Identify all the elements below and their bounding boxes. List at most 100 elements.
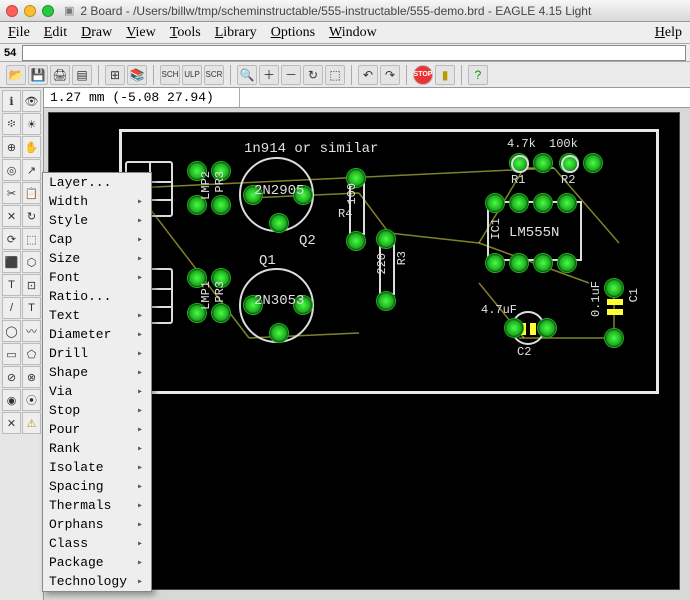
pad[interactable] [504, 318, 524, 338]
cam-icon[interactable]: ▤ [72, 65, 92, 85]
minimize-icon[interactable] [24, 5, 36, 17]
scr-icon[interactable]: SCR [204, 65, 224, 85]
info-tool[interactable]: ℹ [2, 90, 21, 112]
ctx-item-stop[interactable]: Stop▸ [43, 401, 151, 420]
pad[interactable] [211, 303, 231, 323]
via-tool[interactable]: ⊘ [2, 366, 21, 388]
ctx-item-rank[interactable]: Rank▸ [43, 439, 151, 458]
ctx-item-spacing[interactable]: Spacing▸ [43, 477, 151, 496]
poly-tool[interactable]: ⬠ [22, 343, 41, 365]
show-tool[interactable]: 👁 [22, 90, 41, 112]
rotate-tool[interactable]: ↗ [22, 159, 41, 181]
comp-r2[interactable] [561, 155, 579, 173]
ctx-item-via[interactable]: Via▸ [43, 382, 151, 401]
ctx-item-width[interactable]: Width▸ [43, 192, 151, 211]
menu-file[interactable]: File [8, 25, 30, 41]
pad[interactable] [269, 213, 289, 233]
rect-tool[interactable]: ▭ [2, 343, 21, 365]
menu-view[interactable]: View [126, 25, 156, 41]
delete-tool[interactable]: ✕ [2, 205, 21, 227]
pad[interactable] [583, 153, 603, 173]
smash-tool[interactable]: ⬡ [22, 251, 41, 273]
pad[interactable] [269, 323, 289, 343]
zoom-out-icon[interactable]: － [281, 65, 301, 85]
zoom-in-icon[interactable]: ＋ [259, 65, 279, 85]
value-tool[interactable]: ⊡ [22, 274, 41, 296]
zoom-select-icon[interactable]: ⬚ [325, 65, 345, 85]
ctx-item-orphans[interactable]: Orphans▸ [43, 515, 151, 534]
menu-edit[interactable]: Edit [44, 25, 67, 41]
pad[interactable] [557, 253, 577, 273]
sch-icon[interactable]: SCH [160, 65, 180, 85]
ctx-item-ratio[interactable]: Ratio... [43, 287, 151, 306]
ctx-item-cap[interactable]: Cap▸ [43, 230, 151, 249]
redo-icon[interactable]: ↷ [380, 65, 400, 85]
erc-tool[interactable]: ✕ [2, 412, 21, 434]
ctx-item-technology[interactable]: Technology▸ [43, 572, 151, 591]
pad[interactable] [604, 328, 624, 348]
pad[interactable] [604, 278, 624, 298]
menu-library[interactable]: Library [215, 25, 257, 41]
mark-tool[interactable]: ☀ [22, 113, 41, 135]
cut-tool[interactable]: ✂ [2, 182, 21, 204]
zoom-fit-icon[interactable]: 🔍 [237, 65, 257, 85]
wire-tool[interactable]: / [2, 297, 21, 319]
undo-icon[interactable]: ↶ [358, 65, 378, 85]
ctx-item-style[interactable]: Style▸ [43, 211, 151, 230]
ctx-item-drill[interactable]: Drill▸ [43, 344, 151, 363]
stop-icon[interactable]: STOP [413, 65, 433, 85]
ctx-item-isolate[interactable]: Isolate▸ [43, 458, 151, 477]
errors-tool[interactable]: ⚠ [22, 412, 41, 434]
display-tool[interactable]: ፨ [2, 113, 21, 135]
open-icon[interactable]: 📂 [6, 65, 26, 85]
command-input[interactable] [22, 45, 686, 61]
save-icon[interactable]: 💾 [28, 65, 48, 85]
pad[interactable] [557, 193, 577, 213]
lock-tool[interactable]: ⬛ [2, 251, 21, 273]
comp-r1[interactable] [511, 155, 529, 173]
ctx-item-size[interactable]: Size▸ [43, 249, 151, 268]
menu-tools[interactable]: Tools [170, 25, 201, 41]
menu-help[interactable]: Help [655, 25, 682, 41]
ctx-item-pour[interactable]: Pour▸ [43, 420, 151, 439]
ctx-item-diameter[interactable]: Diameter▸ [43, 325, 151, 344]
pad[interactable] [485, 193, 505, 213]
pad[interactable] [376, 229, 396, 249]
copy-tool[interactable]: ✋ [22, 136, 41, 158]
signal-tool[interactable]: ⊗ [22, 366, 41, 388]
ripup-tool[interactable]: ⦿ [22, 389, 41, 411]
ctx-item-text[interactable]: Text▸ [43, 306, 151, 325]
pad[interactable] [485, 253, 505, 273]
pad[interactable] [537, 318, 557, 338]
menu-options[interactable]: Options [271, 25, 315, 41]
arc-tool[interactable]: 〰 [22, 320, 41, 342]
close-icon[interactable] [6, 5, 18, 17]
pad[interactable] [533, 153, 553, 173]
paste-tool[interactable]: 📋 [22, 182, 41, 204]
text-tool[interactable]: T [22, 297, 41, 319]
ctx-item-font[interactable]: Font▸ [43, 268, 151, 287]
add-tool[interactable]: ↻ [22, 205, 41, 227]
name-tool[interactable]: T [2, 274, 21, 296]
go-icon[interactable]: ▮ [435, 65, 455, 85]
menu-window[interactable]: Window [329, 25, 377, 41]
pad[interactable] [346, 231, 366, 251]
zoom-redraw-icon[interactable]: ↻ [303, 65, 323, 85]
replace-tool[interactable]: ⬚ [22, 228, 41, 250]
move-tool[interactable]: ⊕ [2, 136, 21, 158]
print-icon[interactable]: 🖨 [50, 65, 70, 85]
ctx-item-thermals[interactable]: Thermals▸ [43, 496, 151, 515]
board-icon[interactable]: ⊞ [105, 65, 125, 85]
ulp-icon[interactable]: ULP [182, 65, 202, 85]
menu-draw[interactable]: Draw [81, 25, 112, 41]
pad[interactable] [533, 253, 553, 273]
context-menu[interactable]: Layer...Width▸Style▸Cap▸Size▸Font▸Ratio.… [42, 172, 152, 592]
circle-tool[interactable]: ◯ [2, 320, 21, 342]
pad[interactable] [509, 193, 529, 213]
pad[interactable] [211, 195, 231, 215]
route-tool[interactable]: ◉ [2, 389, 21, 411]
ctx-item-package[interactable]: Package▸ [43, 553, 151, 572]
ctx-item-layer[interactable]: Layer... [43, 173, 151, 192]
ctx-item-class[interactable]: Class▸ [43, 534, 151, 553]
library-icon[interactable]: 📚 [127, 65, 147, 85]
